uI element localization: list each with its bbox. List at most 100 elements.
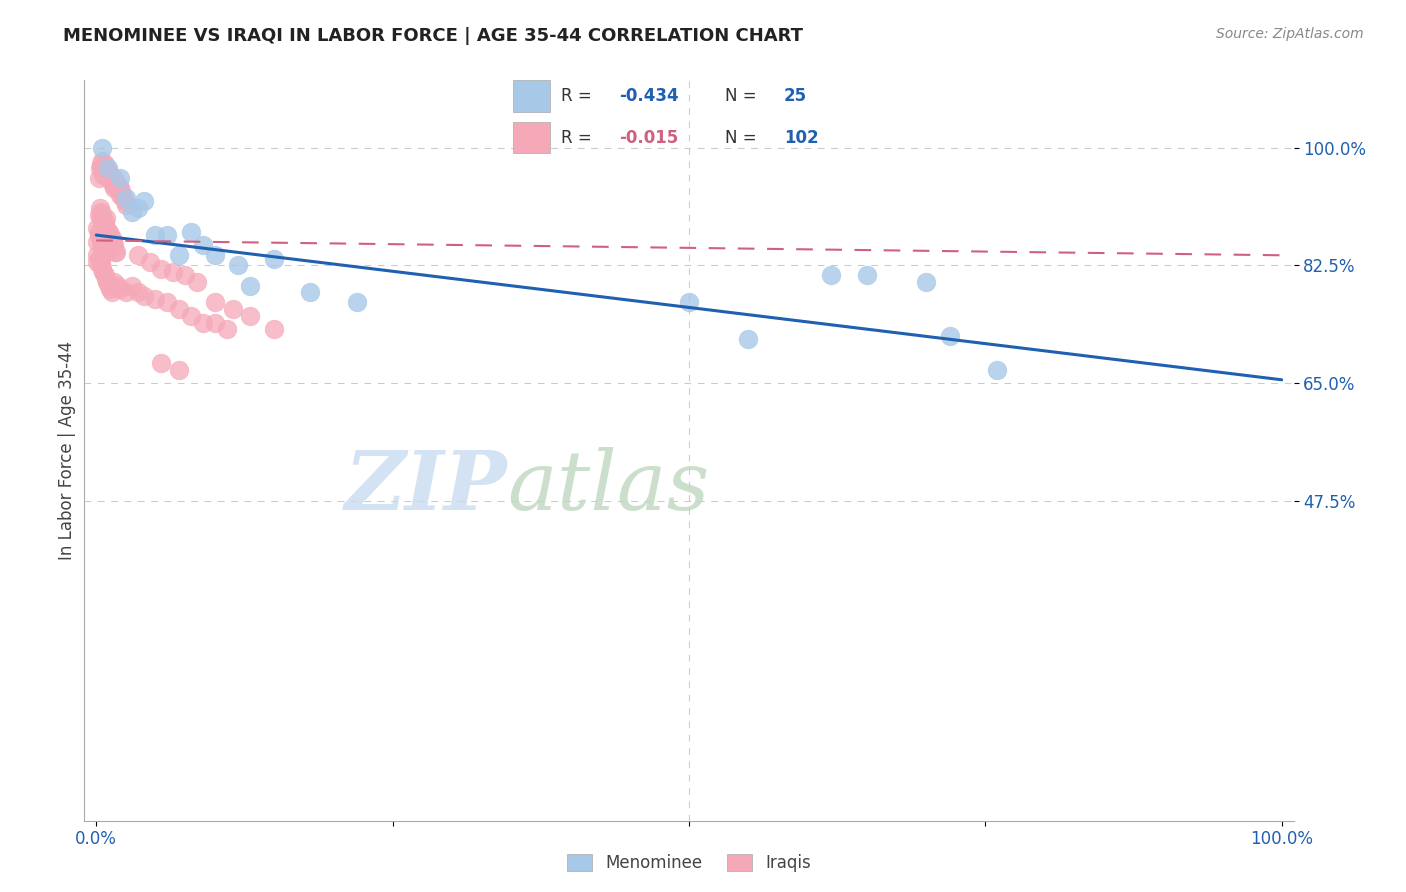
Point (180, 309, 202, 323)
Text: R =: R = (561, 128, 598, 147)
Point (228, 259, 250, 273)
Point (91, 238, 114, 252)
Point (89, 161, 111, 175)
Point (91, 211, 114, 226)
Text: N =: N = (725, 128, 762, 147)
Point (97, 164, 120, 178)
Point (204, 316, 226, 330)
Point (186, 275, 208, 289)
Point (86, 221, 108, 235)
Point (132, 288, 155, 302)
Point (89, 231, 111, 245)
Point (94, 244, 117, 259)
Point (132, 194, 155, 209)
Text: -0.434: -0.434 (620, 87, 679, 105)
Point (90, 204, 112, 219)
Point (150, 356, 173, 370)
Point (105, 244, 128, 259)
Point (820, 268, 842, 283)
Text: -0.015: -0.015 (620, 128, 679, 147)
Point (98, 278, 121, 293)
Point (97, 275, 120, 289)
Text: 102: 102 (785, 128, 818, 147)
Point (167, 248, 190, 262)
Point (93, 164, 115, 178)
Point (108, 187, 131, 202)
Point (98, 225, 121, 239)
Point (86, 248, 108, 262)
Point (263, 252, 285, 266)
Point (97, 228, 120, 243)
Point (94, 272, 117, 286)
Point (215, 322, 238, 336)
Point (346, 295, 368, 310)
Point (90, 255, 112, 269)
Point (89, 255, 111, 269)
Point (938, 329, 960, 343)
Point (145, 228, 167, 243)
Point (107, 184, 129, 198)
Point (115, 191, 138, 205)
Point (93, 214, 115, 228)
Point (86, 255, 108, 269)
Point (263, 322, 285, 336)
Point (180, 225, 202, 239)
Point (103, 170, 125, 185)
Point (103, 238, 125, 252)
Text: atlas: atlas (508, 448, 710, 527)
Point (915, 275, 938, 289)
Point (204, 295, 226, 310)
Point (121, 278, 143, 293)
Point (91, 208, 114, 222)
Point (94, 221, 117, 235)
Point (138, 255, 160, 269)
Text: R =: R = (561, 87, 598, 105)
Point (156, 295, 179, 310)
Point (91, 265, 114, 279)
Point (204, 248, 226, 262)
Point (100, 285, 122, 300)
Point (91, 140, 114, 154)
Point (96, 168, 118, 182)
Point (90, 211, 112, 226)
Point (221, 302, 243, 317)
Point (87, 225, 110, 239)
Point (150, 261, 173, 276)
Point (93, 242, 115, 256)
Point (103, 181, 125, 195)
Point (986, 362, 1008, 376)
Point (91, 154, 114, 169)
Point (127, 285, 149, 300)
Text: ZIP: ZIP (344, 448, 508, 527)
Point (145, 292, 167, 306)
Point (87, 208, 110, 222)
Point (91, 261, 114, 276)
Point (86, 235, 108, 249)
Point (100, 231, 122, 245)
Point (191, 316, 214, 330)
Point (91, 231, 114, 245)
Text: N =: N = (725, 87, 762, 105)
Point (114, 194, 136, 209)
Point (100, 282, 122, 296)
Point (90, 235, 112, 249)
Point (110, 184, 132, 198)
Point (127, 248, 149, 262)
Point (107, 181, 129, 195)
Point (94, 161, 117, 175)
Point (156, 228, 179, 243)
Point (87, 170, 110, 185)
FancyBboxPatch shape (513, 80, 550, 112)
Point (107, 278, 129, 293)
Point (115, 285, 138, 300)
Point (91, 218, 114, 232)
Point (94, 211, 117, 226)
Point (239, 278, 262, 293)
Point (108, 170, 131, 185)
Point (96, 225, 118, 239)
Point (167, 362, 190, 376)
Point (104, 244, 127, 259)
Point (105, 178, 128, 192)
Point (100, 174, 122, 188)
Point (90, 259, 112, 273)
